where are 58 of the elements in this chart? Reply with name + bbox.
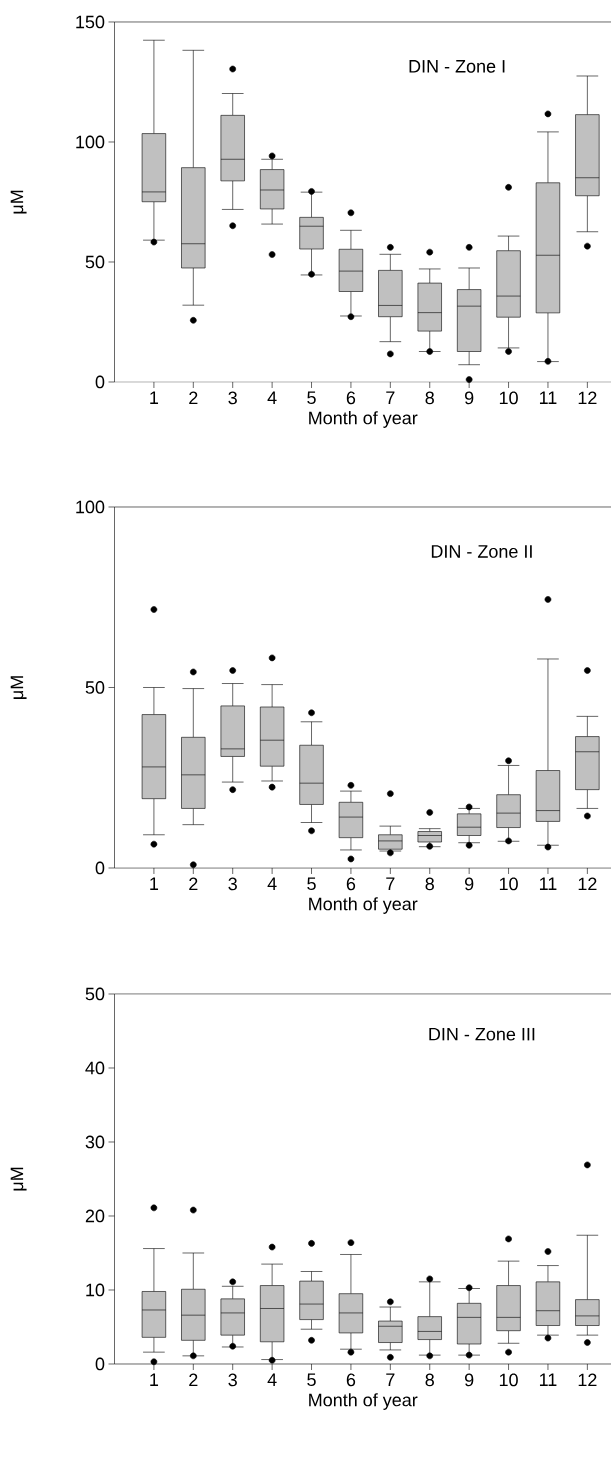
y-axis-title: μM (10, 190, 27, 214)
x-tick-label: 4 (267, 877, 277, 890)
x-tick-label: 5 (307, 877, 316, 891)
x-tick-label: 6 (346, 877, 356, 891)
text: DIN - Zone III (429, 1027, 535, 1041)
y-tick-label: 100 (76, 135, 105, 149)
x-tick-label: 8 (425, 391, 434, 405)
text: DIN - Zone I (409, 60, 505, 73)
y-tick-label: 10 (86, 1283, 105, 1297)
x-tick-label: 3 (228, 391, 237, 405)
y-axis-title: μM (10, 676, 27, 699)
x-tick-label: 11 (539, 1373, 557, 1386)
y-tick-label: 150 (76, 15, 105, 29)
x-tick-label: 2 (189, 391, 198, 405)
x-tick-label: 12 (578, 391, 597, 405)
y-tick-label: 0 (95, 861, 105, 875)
y-tick-label: 50 (85, 255, 105, 269)
x-tick-label: 3 (228, 877, 237, 891)
y-tick-label: 0 (95, 375, 105, 389)
x-tick-label: 6 (346, 391, 356, 405)
x-tick-label: 10 (499, 1373, 518, 1387)
x-tick-label: 12 (578, 877, 597, 891)
x-axis-title: Month of year (309, 897, 418, 914)
x-tick-label: 9 (464, 877, 474, 891)
x-tick-label: 12 (578, 1373, 597, 1387)
x-tick-label: 4 (267, 1373, 277, 1386)
x-tick-label: 7 (386, 877, 395, 890)
x-tick-label: 7 (386, 1373, 395, 1386)
x-tick-label: 3 (228, 1373, 237, 1387)
x-tick-label: 1 (150, 391, 159, 404)
x-tick-label: 1 (150, 1373, 159, 1386)
x-tick-label: 11 (539, 877, 557, 890)
x-tick-label: 4 (267, 391, 277, 404)
y-tick-label: 30 (85, 1135, 105, 1149)
y-tick-label: 20 (85, 1209, 105, 1223)
x-tick-label: 11 (539, 391, 557, 404)
x-tick-label: 2 (189, 1373, 198, 1387)
x-tick-label: 6 (346, 1373, 356, 1387)
x-tick-label: 7 (386, 391, 395, 404)
x-axis-title: Month of year (309, 1393, 418, 1410)
y-tick-label: 100 (76, 500, 105, 514)
y-tick-label: 50 (85, 681, 105, 694)
x-tick-label: 2 (189, 877, 198, 891)
x-tick-label: 8 (425, 877, 434, 891)
y-tick-label: 40 (85, 1061, 105, 1075)
x-tick-label: 10 (499, 391, 518, 405)
y-tick-label: 0 (95, 1357, 105, 1371)
y-axis-title: μM (10, 1167, 27, 1191)
x-tick-label: 5 (307, 1373, 316, 1387)
x-tick-label: 9 (464, 391, 474, 405)
x-tick-label: 10 (499, 877, 518, 891)
text: DIN - Zone II (431, 545, 532, 558)
x-tick-label: 1 (150, 877, 159, 890)
y-tick-label: 50 (85, 987, 105, 1001)
x-axis-title: Month of year (309, 411, 418, 428)
x-tick-label: 9 (464, 1373, 474, 1387)
x-tick-label: 5 (307, 391, 316, 405)
x-tick-label: 8 (425, 1373, 434, 1387)
